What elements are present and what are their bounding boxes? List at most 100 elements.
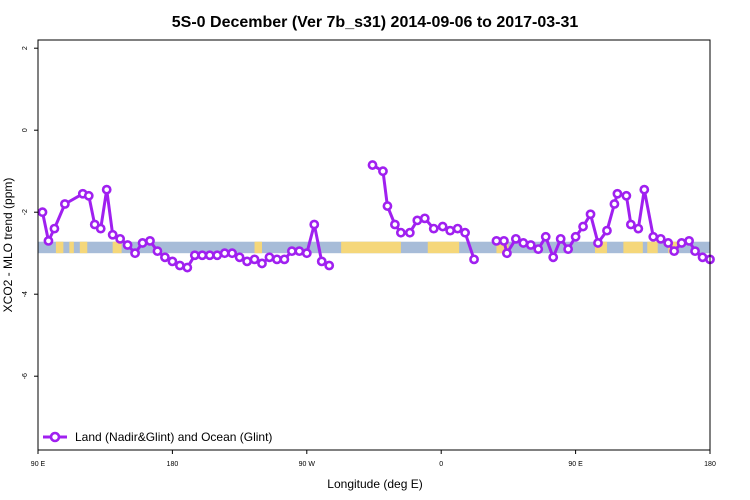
data-point [101,184,112,195]
data-point [452,223,463,234]
data-point [690,246,700,257]
chart-title: 5S-0 December (Ver 7b_s31) 2014-09-06 to… [172,14,579,31]
data-point [395,227,406,238]
data-point [460,227,470,238]
data-point [593,238,603,248]
y-tick-label: -2 [22,209,29,215]
data-point [663,238,674,248]
data-point [555,233,566,244]
data-point [570,231,581,242]
land-band-segment [112,241,122,254]
land-band-segment [427,241,460,254]
data-point [585,209,596,220]
data-point [212,250,223,261]
data-point [428,223,439,234]
data-point [533,244,544,254]
data-point [469,254,479,265]
data-point [294,246,305,257]
legend-label: Land (Nadir&Glint) and Ocean (Glint) [75,430,272,444]
data-point [160,252,170,263]
data-point [548,252,559,263]
land-band-segment [79,241,88,254]
x-tick-label: 90 W [299,461,316,468]
data-point [152,246,163,257]
data-point [367,160,378,170]
data-point [107,229,118,240]
data-point [609,199,620,209]
data-point [563,244,574,254]
data-point [602,225,612,236]
data-point [43,235,54,246]
data-point [182,262,193,273]
data-point [95,223,106,234]
data-point [279,254,290,265]
land-band-segment [595,241,607,254]
data-point [227,248,238,259]
x-tick-label: 180 [704,461,716,468]
land-band-segment [341,241,401,254]
data-point [197,250,208,261]
y-tick-label: -4 [22,291,29,297]
data-point [419,213,430,224]
data-point [219,248,230,259]
data-point [204,250,215,261]
data-point [378,166,388,177]
land-band-segment [647,241,658,254]
x-tick-label: 90 E [568,461,583,468]
x-axis: 90 E 180 90 W 0 90 E 180 [31,450,716,468]
data-point [540,231,551,242]
data-point [697,252,708,263]
data-point [382,201,393,211]
land-band-segment [496,241,509,254]
data-point [625,219,636,230]
data-point [83,190,94,201]
data-point [59,199,70,209]
x-tick-label: 90 E [31,461,46,468]
land-band-segment [69,241,74,254]
data-point [130,248,140,259]
y-axis-title: XCO2 - MLO trend (ppm) [1,178,15,313]
data-point [242,256,252,267]
land-band-segment [254,241,262,254]
data-point [301,248,312,259]
series-layer [37,160,715,273]
data-point [37,207,48,218]
data-point [655,233,666,244]
data-point [518,238,529,248]
data-point [257,258,267,269]
data-point [137,238,148,248]
data-point [648,231,659,242]
data-point [612,188,623,199]
data-point [122,240,133,250]
land-band-segment [55,241,64,254]
data-point [286,246,297,257]
data-point [115,233,126,244]
data-point [49,223,60,234]
legend-marker-swatch [49,431,61,443]
data-point [491,235,502,246]
data-point [404,227,415,238]
x-tick-label: 0 [439,461,443,468]
data-point [676,238,687,248]
land-band-segment [623,241,643,254]
data-point [167,256,178,267]
data-point [234,252,245,263]
data-point [621,190,632,201]
y-tick-label: -6 [22,373,29,379]
data-point [633,223,644,234]
data-point [249,254,260,265]
data-point [669,246,680,257]
y-tick-label: 0 [22,128,29,132]
data-point [412,215,423,226]
y-tick-label: 2 [22,46,29,50]
data-point [639,184,650,195]
data-point [324,260,335,271]
data-point [502,248,512,259]
data-point [510,233,521,244]
data-point [445,225,456,236]
data-point [390,219,400,230]
data-point [437,221,448,232]
y-axis: 2 0 -2 -4 -6 [22,46,38,379]
data-point [264,252,275,263]
